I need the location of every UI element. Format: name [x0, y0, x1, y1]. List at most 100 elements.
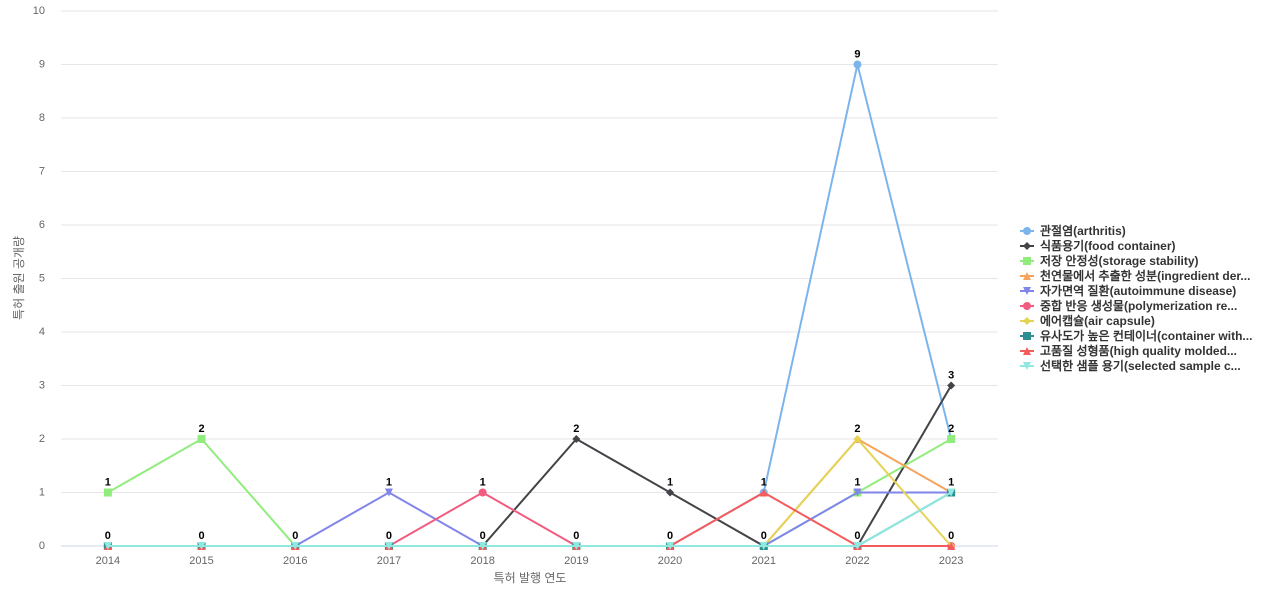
data-label: 0	[386, 530, 392, 542]
marker	[759, 488, 768, 497]
marker	[853, 435, 862, 443]
y-tick-label: 9	[39, 58, 45, 70]
legend-item: 관절염(arthritis)	[1020, 223, 1126, 238]
y-tick-label: 0	[39, 540, 45, 552]
y-tick-label: 5	[39, 272, 45, 284]
data-label: 0	[292, 530, 298, 542]
data-label: 0	[948, 530, 954, 542]
legend-label: 선택한 샘플 용기(selected sample c...	[1040, 358, 1241, 373]
legend-label: 고품질 성형품(high quality molded...	[1040, 343, 1237, 358]
data-label: 0	[198, 530, 204, 542]
legend-label: 저장 안정성(storage stability)	[1040, 253, 1199, 268]
legend-label: 중합 반응 생성물(polymerization re...	[1040, 298, 1237, 313]
series	[103, 381, 956, 550]
y-tick-label: 4	[39, 326, 45, 338]
marker	[1023, 302, 1031, 310]
series	[103, 60, 956, 550]
x-axis-title: 특허 발행 연도	[494, 570, 567, 585]
data-label: 2	[948, 423, 954, 435]
legend-label: 천연물에서 추출한 성분(ingredient der...	[1040, 268, 1250, 283]
marker	[947, 542, 956, 550]
data-label: 1	[761, 476, 767, 488]
y-tick-label: 10	[33, 5, 45, 17]
legend-label: 관절염(arthritis)	[1040, 223, 1126, 238]
marker	[947, 381, 956, 390]
series	[103, 488, 956, 550]
legend-item: 에어캡슐(air capsule)	[1020, 313, 1155, 328]
data-label: 0	[480, 530, 486, 542]
y-tick-label: 7	[39, 165, 45, 177]
marker	[759, 542, 768, 550]
marker	[1023, 332, 1031, 340]
y-tick-label: 3	[39, 379, 45, 391]
x-tick-label: 2019	[564, 555, 588, 567]
marker	[947, 435, 956, 443]
x-tick-label: 2016	[283, 555, 307, 567]
x-tick-label: 2022	[845, 555, 869, 567]
marker	[1023, 227, 1031, 235]
marker	[384, 542, 393, 550]
series	[103, 488, 956, 550]
legend-item: 유사도가 높은 컨테이너(container with...	[1020, 328, 1252, 343]
data-label: 1	[854, 476, 860, 488]
legend-item: 자가면역 질환(autoimmune disease)	[1020, 283, 1236, 298]
legend-label: 자가면역 질환(autoimmune disease)	[1040, 283, 1236, 298]
x-tick-label: 2015	[189, 555, 213, 567]
series-line	[107, 64, 953, 547]
marker	[1023, 287, 1031, 295]
data-label: 0	[573, 530, 579, 542]
x-tick-label: 2023	[939, 555, 963, 567]
data-label: 1	[667, 476, 673, 488]
data-label: 2	[573, 423, 579, 435]
marker	[384, 488, 393, 497]
x-tick-label: 2014	[96, 555, 120, 567]
marker	[947, 488, 956, 497]
marker	[572, 435, 581, 443]
data-label: 2	[198, 423, 204, 435]
marker	[572, 542, 581, 550]
series-line	[107, 384, 953, 547]
legend-label: 식품용기(food container)	[1040, 238, 1176, 253]
series-line	[107, 491, 952, 547]
legend-label: 유사도가 높은 컨테이너(container with...	[1040, 328, 1252, 343]
legend-item: 선택한 샘플 용기(selected sample c...	[1020, 358, 1241, 373]
marker	[197, 542, 206, 550]
legend-item: 식품용기(food container)	[1020, 238, 1176, 253]
legend-item: 고품질 성형품(high quality molded...	[1020, 343, 1237, 358]
y-tick-label: 8	[39, 112, 45, 124]
marker	[666, 542, 675, 550]
data-label: 0	[761, 530, 767, 542]
data-label: 0	[854, 530, 860, 542]
marker	[1023, 347, 1031, 355]
y-axis-title: 특허 출원 공개량	[12, 236, 26, 320]
y-tick-label: 1	[39, 486, 45, 498]
legend-item: 중합 반응 생성물(polymerization re...	[1020, 298, 1237, 313]
legend-item: 저장 안정성(storage stability)	[1020, 253, 1199, 268]
marker	[478, 542, 487, 550]
marker	[853, 488, 862, 497]
x-tick-label: 2020	[658, 555, 682, 567]
data-label: 0	[105, 530, 111, 542]
marker	[478, 488, 487, 497]
marker	[853, 542, 862, 550]
legend-label: 에어캡슐(air capsule)	[1040, 313, 1155, 328]
marker	[291, 542, 300, 550]
data-label: 0	[667, 530, 673, 542]
x-tick-label: 2021	[752, 555, 776, 567]
marker	[1023, 272, 1031, 280]
y-tick-label: 6	[39, 219, 45, 231]
data-label: 1	[480, 476, 486, 488]
data-label: 3	[948, 369, 954, 381]
data-label: 1	[948, 476, 954, 488]
marker	[1023, 362, 1031, 370]
marker	[666, 488, 675, 497]
marker	[197, 435, 206, 443]
x-tick-label: 2018	[470, 555, 494, 567]
data-label: 9	[854, 48, 860, 60]
data-label: 1	[105, 476, 111, 488]
y-tick-label: 2	[39, 433, 45, 445]
marker	[103, 542, 112, 550]
legend-item: 천연물에서 추출한 성분(ingredient der...	[1020, 268, 1250, 283]
